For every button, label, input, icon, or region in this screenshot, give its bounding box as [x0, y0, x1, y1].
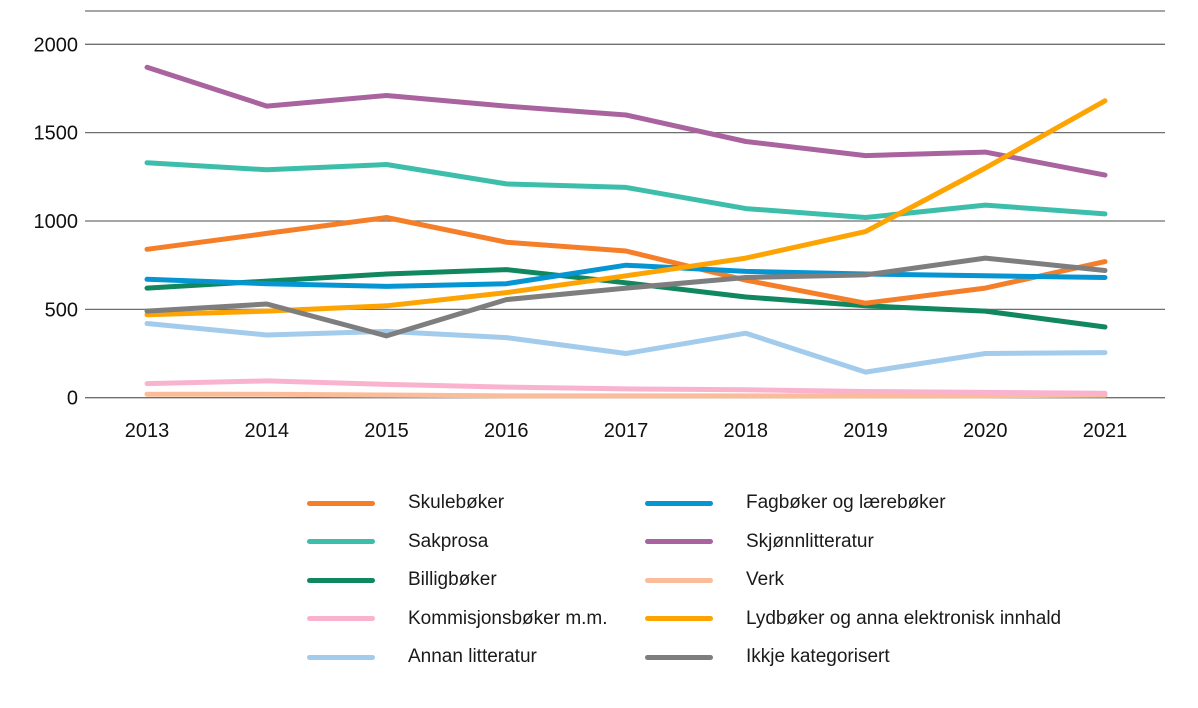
y-tick-label: 2000 — [34, 34, 79, 56]
series-line-annan-litteratur — [144, 321, 1108, 375]
y-tick-label: 500 — [45, 299, 78, 321]
legend-swatch — [307, 539, 375, 544]
legend-item-kommisjonsb-ker-m-m: Kommisjonsbøker m.m. — [307, 608, 608, 630]
legend-item-sakprosa: Sakprosa — [307, 531, 488, 553]
series-line-sakprosa — [144, 160, 1108, 220]
legend-label: Fagbøker og lærebøker — [746, 492, 946, 513]
y-tick-label: 1000 — [34, 211, 79, 233]
y-tick-label: 0 — [67, 388, 78, 410]
series-line-skuleb-ker — [144, 215, 1108, 306]
legend-label: Annan litteratur — [408, 646, 537, 667]
legend-item-verk: Verk — [645, 569, 784, 591]
legend-swatch — [645, 577, 713, 583]
legend-item-skuleb-ker: Skulebøker — [307, 492, 504, 514]
legend-swatch — [307, 654, 375, 660]
legend-label: Verk — [746, 569, 785, 590]
legend-label: Billigbøker — [408, 569, 497, 590]
legend-item-ikkje-kategorisert: Ikkje kategorisert — [645, 646, 890, 668]
series-line-lydb-ker-og-anna-elektronisk-innhald — [144, 98, 1108, 318]
line-chart: 0 500 1000 1500 2000 2013 2014 2015 2016 2017 2018… — [34, 10, 1165, 442]
legend-item-fagb-ker-og-l-reb-ker: Fagbøker og lærebøker — [645, 492, 946, 514]
series-line-verk — [144, 391, 1108, 399]
legend-label: Ikkje kategorisert — [746, 646, 890, 667]
legend-item-skj-nnlitteratur: Skjønnlitteratur — [645, 531, 874, 553]
x-tick-label: 2019 — [843, 420, 888, 442]
series-line-ikkje-kategorisert — [144, 255, 1108, 339]
legend-label: Skulebøker — [408, 492, 505, 513]
y-tick-label: 1500 — [34, 123, 79, 145]
legend-swatch — [645, 616, 713, 621]
legend-item-billigb-ker: Billigbøker — [307, 569, 497, 591]
x-tick-label: 2018 — [724, 420, 769, 442]
legend-label: Skjønnlitteratur — [746, 530, 874, 552]
series-line-skj-nnlitteratur — [144, 64, 1108, 178]
series-line-billigb-ker — [144, 267, 1108, 330]
legend-swatch — [645, 500, 713, 506]
legend-swatch — [645, 654, 713, 660]
legend-item-annan-litteratur: Annan litteratur — [307, 646, 537, 668]
legend-swatch — [307, 577, 375, 583]
x-tick-label: 2015 — [364, 420, 409, 442]
legend-swatch — [645, 539, 713, 544]
legend-swatch — [307, 500, 375, 506]
x-tick-label: 2014 — [245, 420, 290, 442]
x-tick-label: 2017 — [604, 420, 649, 442]
legend-swatch — [307, 616, 375, 621]
legend-label: Kommisjonsbøker m.m. — [408, 607, 608, 629]
x-tick-label: 2021 — [1083, 420, 1128, 442]
legend-item-lydb-ker-og-anna-elektronisk-innhald: Lydbøker og anna elektronisk innhald — [645, 608, 1061, 630]
x-tick-label: 2020 — [963, 420, 1008, 442]
series-line-kommisjonsb-ker-m-m — [144, 378, 1108, 396]
series-line-fagb-ker-og-l-reb-ker — [144, 262, 1108, 289]
x-tick-label: 2016 — [484, 420, 529, 442]
legend-label: Lydbøker og anna elektronisk innhald — [746, 607, 1062, 629]
x-tick-label: 2013 — [125, 420, 170, 442]
legend-label: Sakprosa — [408, 530, 489, 552]
